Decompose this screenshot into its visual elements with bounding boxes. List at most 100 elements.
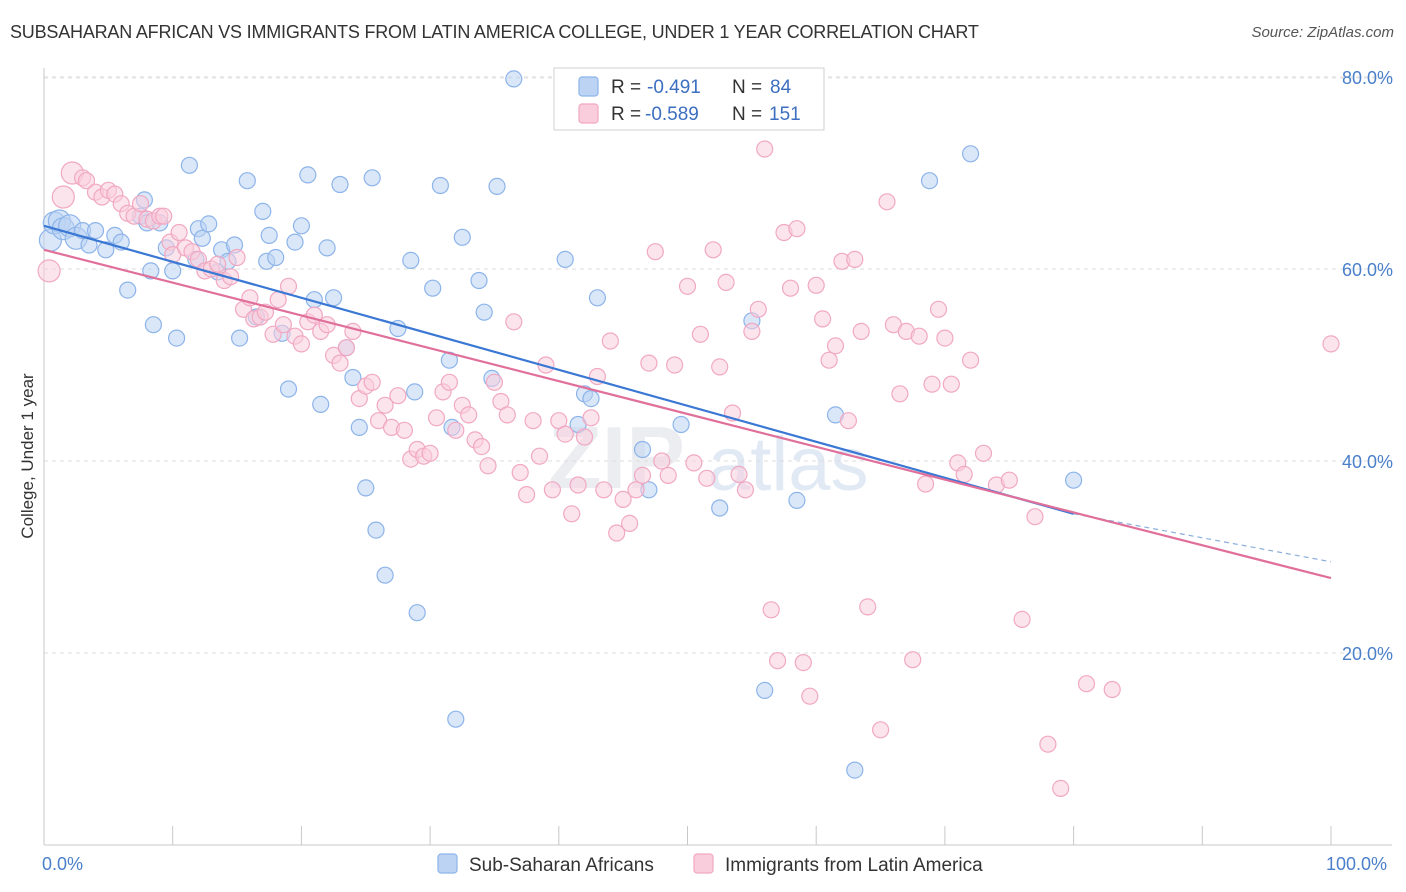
bottom-legend-swatch-latin-america (693, 853, 714, 874)
latin-america-point-116 (794, 653, 812, 672)
sub-saharan-point-41 (292, 217, 310, 235)
legend-swatch-latin-america (578, 103, 599, 124)
latin-america-point-75 (524, 412, 542, 430)
latin-america-point-0 (37, 259, 61, 283)
y-tick-label-60: 60.0% (1342, 260, 1393, 280)
sub-saharan-point-86 (1064, 471, 1083, 489)
latin-america-point-50 (363, 373, 381, 391)
latin-america-point-74 (517, 486, 536, 504)
latin-america-point-107 (736, 481, 755, 499)
sub-saharan-point-83 (846, 761, 864, 779)
watermark-atlas: atlas (708, 422, 869, 507)
latin-america-point-109 (749, 300, 767, 318)
latin-america-point-132 (904, 651, 922, 669)
latin-america-point-91 (627, 481, 645, 499)
latin-america-point-120 (820, 351, 838, 369)
latin-america-point-141 (961, 351, 980, 369)
sub-saharan-point-32 (238, 172, 256, 190)
legend-r-value-2: -0.589 (645, 104, 699, 125)
y-tick-label-40: 40.0% (1342, 452, 1393, 472)
trend-lines (43, 224, 1332, 580)
latin-america-point-93 (640, 354, 658, 372)
sub-saharan-point-46 (325, 289, 343, 307)
latin-america-point-98 (678, 277, 697, 295)
sub-saharan-point-84 (920, 172, 939, 190)
latin-america-point-137 (936, 329, 954, 347)
bottom-legend-label-sub-saharan: Sub-Saharan Africans (469, 855, 654, 876)
latin-america-point-78 (543, 481, 562, 499)
latin-america-point-99 (685, 454, 703, 472)
latin-america-point-110 (756, 140, 774, 158)
sub-saharan-point-56 (402, 251, 420, 269)
legend-r-label-2: R = (611, 104, 641, 125)
latin-america-point-4 (77, 172, 96, 190)
sub-saharan-point-22 (180, 156, 198, 174)
latin-america-point-117 (801, 687, 819, 705)
latin-america-point-16 (155, 207, 173, 225)
sub-saharan-point-52 (363, 169, 381, 187)
series-sub-saharan-points (38, 70, 1083, 779)
y-axis-label: College, Under 1 year (18, 373, 37, 539)
sub-saharan-point-45 (318, 239, 336, 257)
latin-america-point-148 (1052, 779, 1070, 798)
latin-america-point-138 (942, 375, 960, 393)
sub-saharan-point-50 (350, 418, 368, 436)
legend-r-label-1: R = (611, 77, 641, 98)
sub-saharan-point-77 (672, 415, 690, 434)
latin-america-point-90 (620, 514, 639, 533)
bottom-legend-swatch-sub-saharan (437, 853, 458, 874)
latin-america-point-36 (274, 316, 292, 334)
trend-line-sub-saharan (43, 224, 1074, 515)
legend-n-value-1: 84 (770, 77, 792, 98)
latin-america-point-106 (730, 465, 748, 483)
latin-america-point-124 (846, 250, 864, 268)
x-axis-ticks (43, 826, 1332, 845)
latin-america-point-101 (698, 469, 716, 487)
sub-saharan-point-8 (86, 222, 105, 240)
sub-saharan-point-68 (488, 177, 506, 195)
sub-saharan-point-26 (200, 215, 218, 233)
latin-america-point-84 (582, 409, 600, 427)
latin-america-point-68 (479, 457, 497, 475)
sub-saharan-point-44 (312, 395, 330, 413)
latin-america-point-1 (51, 185, 75, 209)
latin-america-point-128 (878, 193, 896, 211)
sub-saharan-point-70 (556, 250, 574, 268)
bottom-legend-label-latin-america: Immigrants from Latin America (725, 855, 983, 876)
latin-america-point-94 (646, 243, 664, 261)
sub-saharan-point-7 (80, 236, 98, 254)
latin-america-point-39 (292, 335, 310, 353)
latin-america-point-111 (762, 601, 780, 619)
sub-saharan-point-42 (299, 166, 317, 184)
sub-saharan-point-31 (231, 329, 249, 347)
latin-america-point-46 (337, 339, 355, 357)
latin-america-point-133 (910, 327, 928, 345)
latin-america-point-35 (269, 291, 287, 309)
series-latin-america-points (37, 140, 1340, 798)
latin-america-point-114 (781, 279, 800, 297)
legend-n-label-1: N = (732, 77, 762, 98)
latin-america-point-97 (665, 356, 684, 374)
legend-box: R = -0.491 N = 84 R = -0.589 N = 151 (553, 67, 825, 131)
latin-america-point-142 (974, 444, 993, 462)
latin-america-point-67 (473, 438, 491, 456)
latin-america-point-43 (318, 316, 336, 334)
x-tick-label-max: 100.0% (1326, 854, 1387, 874)
latin-america-point-73 (511, 463, 529, 482)
sub-saharan-point-54 (376, 566, 394, 584)
sub-saharan-point-9 (97, 241, 115, 259)
sub-saharan-point-57 (406, 383, 424, 401)
latin-america-point-62 (440, 373, 458, 391)
latin-america-point-89 (614, 490, 632, 508)
sub-saharan-point-58 (408, 604, 426, 622)
latin-america-point-45 (331, 354, 349, 372)
sub-saharan-point-39 (279, 380, 298, 398)
sub-saharan-point-75 (633, 440, 652, 459)
sub-saharan-point-73 (582, 390, 600, 408)
source-label: Source: ZipAtlas.com (1251, 24, 1394, 41)
latin-america-point-86 (595, 481, 613, 499)
latin-america-point-63 (447, 421, 465, 439)
latin-america-point-146 (1026, 508, 1044, 526)
latin-america-point-104 (717, 273, 735, 291)
